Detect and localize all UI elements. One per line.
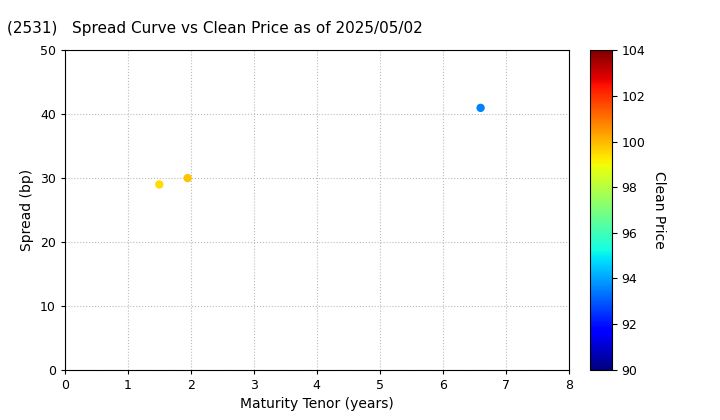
- Point: [475, 105, 487, 111]
- Y-axis label: Spread (bp): Spread (bp): [20, 169, 35, 251]
- Point: [153, 181, 165, 188]
- Point: [182, 175, 194, 181]
- Text: (2531)   Spread Curve vs Clean Price as of 2025/05/02: (2531) Spread Curve vs Clean Price as of…: [7, 21, 423, 36]
- X-axis label: Maturity Tenor (years): Maturity Tenor (years): [240, 397, 394, 411]
- Y-axis label: Clean Price: Clean Price: [652, 171, 667, 249]
